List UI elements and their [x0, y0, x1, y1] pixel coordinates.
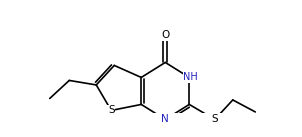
- Text: NH: NH: [183, 72, 198, 82]
- Text: O: O: [161, 30, 169, 40]
- Text: N: N: [161, 114, 169, 124]
- Text: S: S: [211, 114, 218, 124]
- Text: S: S: [108, 105, 114, 115]
